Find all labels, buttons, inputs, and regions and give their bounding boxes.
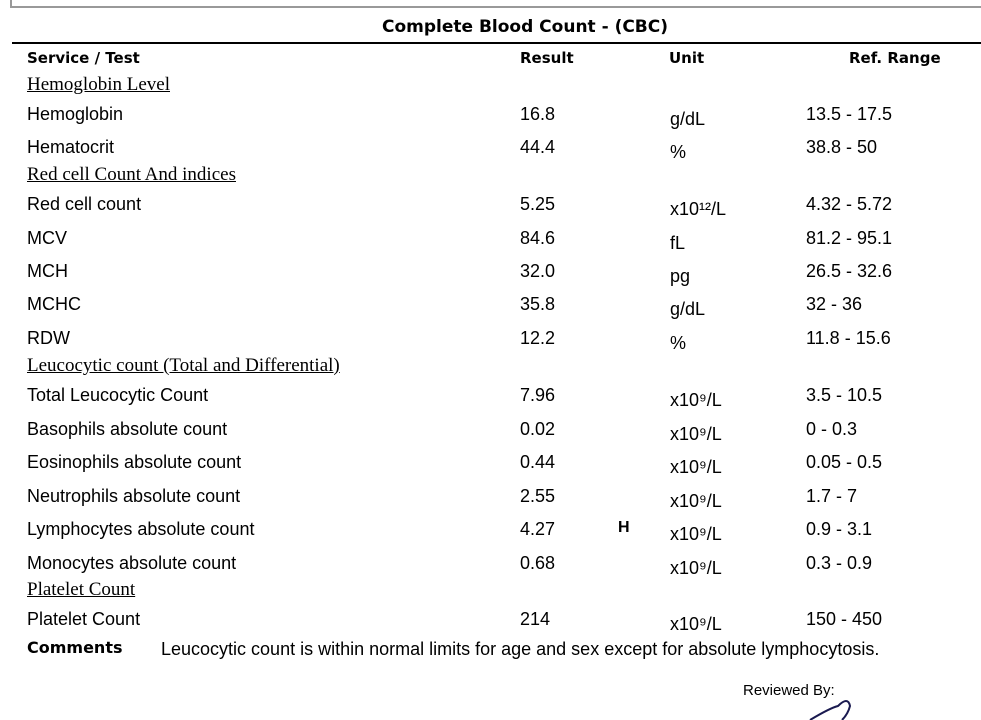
table-row: Monocytes absolute count 0.68 x10⁹/L 0.3 - … [0, 553, 981, 583]
flag: H [618, 519, 630, 536]
table-row: Platelet Count 214 x10⁹/L 150 - 450 [0, 609, 981, 639]
test-name: Hematocrit [27, 137, 115, 157]
table-row: Total Leucocytic Count 7.96 x10⁹/L 3.5 - 10… [0, 385, 981, 415]
ref-range: 1.7 - 7 [806, 486, 858, 506]
ref-range: 13.5 - 17.5 [806, 104, 893, 124]
test-name: Neutrophils absolute count [27, 486, 241, 506]
ref-range: 81.2 - 95.1 [806, 228, 893, 248]
comments-label: Comments [27, 638, 123, 657]
unit: fL [670, 233, 686, 253]
section-heading: Platelet Count [27, 579, 136, 600]
result-value: 44.4 [520, 137, 556, 157]
result-value: 35.8 [520, 294, 556, 314]
ref-range: 11.8 - 15.6 [806, 328, 891, 348]
test-name: Total Leucocytic Count [27, 385, 209, 405]
test-name: Lymphocytes absolute count [27, 519, 255, 539]
table-row: Neutrophils absolute count 2.55 x10⁹/L 1.7 … [0, 486, 981, 516]
test-name: Hemoglobin [27, 104, 124, 124]
result-value: 84.6 [520, 228, 556, 248]
ref-range: 4.32 - 5.72 [806, 194, 893, 214]
unit: x10⁹/L [670, 558, 722, 578]
report-title: Complete Blood Count - (CBC) [381, 17, 669, 37]
header-unit: Unit [669, 49, 705, 67]
ref-range: 0.9 - 3.1 [806, 519, 873, 539]
table-row: MCHC 35.8 g/dL 32 - 36 [0, 294, 981, 324]
table-row: MCH 32.0 pg 26.5 - 32.6 [0, 261, 981, 291]
test-name: Red cell count [27, 194, 142, 214]
table-row: Hematocrit 44.4% 38.8 - 50 [0, 137, 981, 167]
test-name: Monocytes absolute count [27, 553, 237, 573]
table-row: Basophils absolute count 0.02 x10⁹/L 0 - 0.… [0, 419, 981, 449]
table-row: MCV 84.6 fL 81.2 - 95.1 [0, 228, 981, 258]
unit: x10⁹/L [670, 457, 722, 477]
test-name: RDW [27, 328, 70, 348]
ref-range: 32 - 36 [806, 294, 863, 314]
test-name: MCV [27, 228, 67, 248]
result-value: 12.2 [520, 328, 556, 348]
result-value: 0.44 [520, 452, 556, 472]
test-name: Platelet Count [27, 609, 141, 629]
unit: x10⁹/L [670, 390, 722, 410]
result-value: 4.27 [520, 519, 556, 539]
test-name: MCH [27, 261, 68, 281]
section-heading: Leucocytic count (Total and Differential… [27, 355, 340, 376]
reviewed-by-label: Reviewed By: [743, 682, 835, 699]
unit: x10⁹/L [670, 524, 722, 544]
table-row: Hemoglobin 16.8 g/dL 13.5 - 17.5 [0, 104, 981, 134]
ref-range: 0.3 - 0.9 [806, 553, 873, 573]
table-row: Eosinophils absolute count 0.44 x10⁹/L 0.05… [0, 452, 981, 482]
unit: g/dL [670, 299, 706, 319]
header-result: Result [520, 49, 574, 67]
result-value: 32.0 [520, 261, 556, 281]
result-value: 0.68 [520, 553, 556, 573]
unit: % [670, 333, 687, 353]
divider [12, 42, 981, 44]
ref-range: 38.8 - 50 [806, 137, 878, 157]
comments-text: Leucocytic count is within normal limits… [161, 639, 880, 659]
result-value: 2.55 [520, 486, 556, 506]
ref-range: 150 - 450 [806, 609, 883, 629]
test-name: MCHC [27, 294, 81, 314]
unit: x10⁹/L [670, 424, 722, 444]
unit: x10¹²/L [670, 199, 727, 219]
ref-range: 0 - 0.3 [806, 419, 858, 439]
ref-range: 26.5 - 32.6 [806, 261, 893, 281]
result-value: 214 [520, 609, 551, 629]
signature [809, 700, 852, 720]
result-value: 16.8 [520, 104, 556, 124]
unit: pg [670, 266, 691, 286]
section-heading: Red cell Count And indices [27, 164, 236, 185]
table-row: RDW 12.2% 11.8 - 15.6 [0, 328, 981, 358]
result-value: 0.02 [520, 419, 556, 439]
test-name: Basophils absolute count [27, 419, 228, 439]
section-heading: Hemoglobin Level [27, 74, 170, 95]
result-value: 7.96 [520, 385, 556, 405]
unit: % [670, 142, 687, 162]
header-test: Service / Test [27, 49, 140, 67]
result-value: 5.25 [520, 194, 556, 214]
unit: x10⁹/L [670, 614, 722, 634]
ref-range: 0.05 - 0.5 [806, 452, 883, 472]
unit: x10⁹/L [670, 491, 722, 511]
header-ref: Ref. Range [849, 49, 941, 67]
unit: g/dL [670, 109, 706, 129]
patient-info-box [10, 0, 981, 8]
test-name: Eosinophils absolute count [27, 452, 242, 472]
table-row: Red cell count 5.25 x10¹²/L 4.32 - 5.72 [0, 194, 981, 224]
ref-range: 3.5 - 10.5 [806, 385, 883, 405]
